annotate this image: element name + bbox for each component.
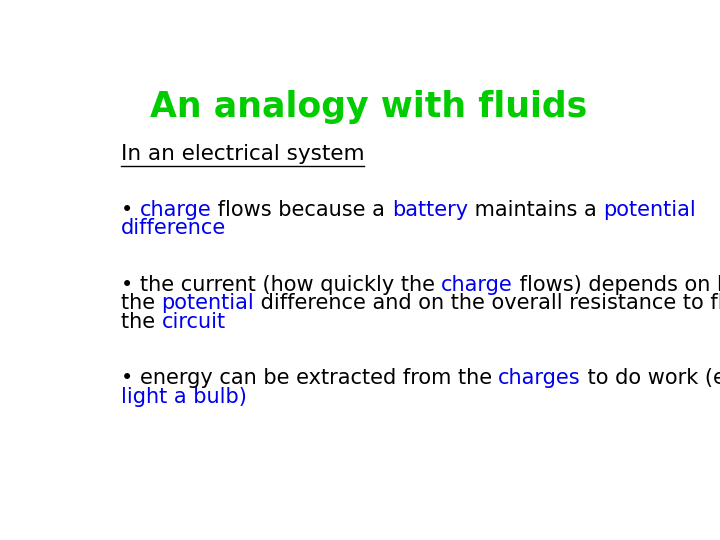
Text: •: •	[121, 200, 140, 220]
Text: difference: difference	[121, 218, 226, 239]
Text: energy can be extracted from the: energy can be extracted from the	[140, 368, 498, 388]
Text: the: the	[121, 293, 161, 313]
Text: the: the	[121, 312, 161, 332]
Text: •: •	[121, 275, 140, 295]
Text: light a bulb): light a bulb)	[121, 387, 246, 407]
Text: In an electrical system: In an electrical system	[121, 144, 364, 164]
Text: potential: potential	[603, 200, 696, 220]
Text: An analogy with fluids: An analogy with fluids	[150, 90, 588, 124]
Text: the current (how quickly the: the current (how quickly the	[140, 275, 441, 295]
Text: circuit: circuit	[161, 312, 225, 332]
Text: to do work (e.g.,: to do work (e.g.,	[581, 368, 720, 388]
Text: maintains a: maintains a	[468, 200, 603, 220]
Text: battery: battery	[392, 200, 468, 220]
Text: flows because a: flows because a	[211, 200, 392, 220]
Text: charges: charges	[498, 368, 581, 388]
Text: charge: charge	[140, 200, 211, 220]
Text: charge: charge	[441, 275, 513, 295]
Text: difference and on the overall resistance to flow in: difference and on the overall resistance…	[254, 293, 720, 313]
Text: flows) depends on both: flows) depends on both	[513, 275, 720, 295]
Text: •: •	[121, 368, 140, 388]
Text: potential: potential	[161, 293, 254, 313]
